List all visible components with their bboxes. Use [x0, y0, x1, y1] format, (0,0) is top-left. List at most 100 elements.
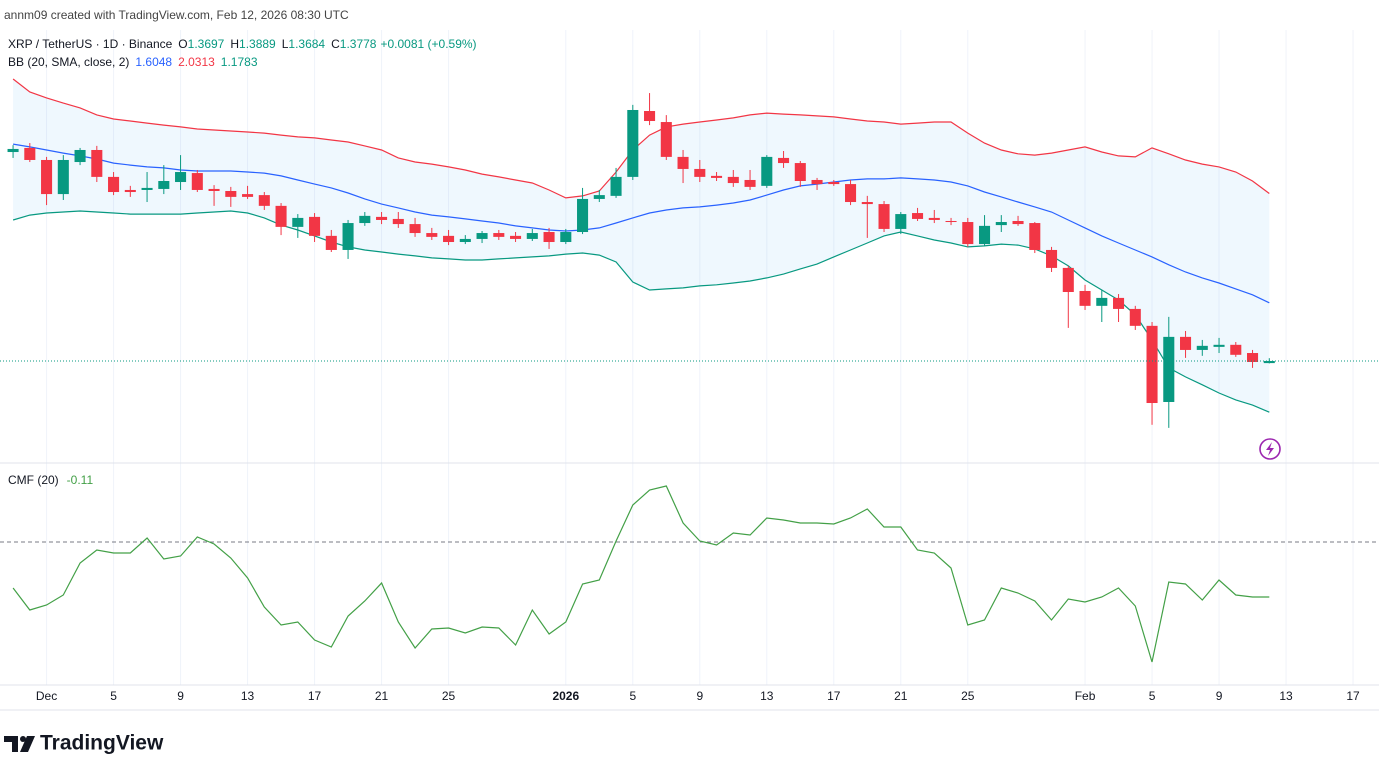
candle-body [24, 147, 36, 160]
legend-change: +0.0081 (+0.59%) [380, 37, 476, 51]
cmf-line [12, 485, 1270, 663]
bb-basis-value: 1.6048 [135, 55, 172, 69]
candle-body [644, 111, 656, 122]
alert-icon[interactable] [1259, 438, 1281, 460]
candle-body [41, 159, 53, 195]
candle-body [1096, 297, 1108, 306]
alert-bolt[interactable] [1266, 442, 1274, 456]
x-tick-label: Feb [1075, 689, 1096, 703]
candle-body [794, 163, 806, 181]
candle-body [74, 149, 86, 163]
band-fill [13, 79, 1270, 413]
candle-body [258, 195, 270, 206]
bb-label: BB (20, SMA, close, 2) [8, 55, 129, 69]
plot [0, 78, 1379, 663]
candle-body [208, 188, 220, 191]
candle-body [711, 175, 723, 178]
bb-line [12, 210, 1270, 413]
candle-body [510, 235, 522, 239]
symbol: XRP / TetherUS · 1D · Binance [8, 37, 173, 51]
alert-ring[interactable] [1259, 438, 1281, 460]
candle-body [493, 233, 505, 237]
candle-body [610, 176, 622, 196]
legend-letter: H [230, 37, 239, 51]
cmf-legend: CMF (20) -0.11 [8, 473, 93, 487]
x-tick-label: 17 [1346, 689, 1360, 703]
candle-body [443, 235, 455, 243]
candle-body [1213, 344, 1225, 347]
candle-body [459, 238, 471, 243]
candle-body [309, 216, 321, 236]
candle-body [292, 217, 304, 227]
logo-text: TradingView [40, 732, 164, 755]
legend-letter: O [178, 37, 187, 51]
candle-body [995, 222, 1007, 226]
x-tick-label: 9 [1216, 689, 1223, 703]
candle-body [761, 156, 773, 186]
candle-body [593, 195, 605, 199]
x-tick-label: 9 [177, 689, 184, 703]
candle-body [359, 215, 371, 224]
candle-body [342, 223, 354, 250]
x-tick-label: 17 [827, 689, 841, 703]
bb-line [13, 143, 1270, 304]
candle-body [979, 225, 991, 245]
x-tick-label: 21 [894, 689, 908, 703]
header: annm09 created with TradingView.com, Feb… [4, 8, 349, 22]
candle-body [1012, 220, 1024, 225]
candle-body [577, 198, 589, 233]
candle-body [376, 216, 388, 220]
candle-body [778, 157, 790, 164]
candle-body [861, 202, 873, 205]
candle-body [1163, 336, 1175, 402]
candle-body [124, 189, 136, 193]
x-tick-label: 5 [110, 689, 117, 703]
x-tick-label: 25 [442, 689, 456, 703]
candle-body [878, 204, 890, 229]
logo-dot [20, 736, 26, 742]
legend-letter: L [282, 37, 289, 51]
candle-body [409, 224, 421, 234]
x-tick-label: 13 [1279, 689, 1293, 703]
candle-body [1046, 249, 1058, 268]
logo-mark [20, 736, 35, 752]
candle-body [392, 218, 404, 225]
bb-legend: BB (20, SMA, close, 2) 1.6048 2.0313 1.1783 [8, 55, 258, 69]
candle-body [91, 149, 103, 177]
footer-logo: TradingView [4, 732, 164, 755]
candle-body [325, 235, 337, 250]
legend-high: 1.3889 [239, 37, 276, 51]
x-tick-label: 5 [629, 689, 636, 703]
legend-low: 1.3684 [288, 37, 325, 51]
x-tick-label: 17 [308, 689, 322, 703]
candle-body [426, 233, 438, 237]
legend-close: 1.3778 [340, 37, 377, 51]
candle-body [275, 205, 287, 227]
x-tick-label: 13 [760, 689, 774, 703]
candle-body [1247, 353, 1259, 362]
candle-body [141, 187, 153, 190]
x-tick-label: 2026 [552, 689, 579, 703]
candle-body [476, 233, 488, 239]
candle-body [1113, 297, 1125, 309]
x-tick-label: 9 [696, 689, 703, 703]
candle-body [744, 179, 756, 187]
price-legend: XRP / TetherUS · 1D · Binance O1.3697 H1.3… [8, 37, 477, 51]
candle-body [1196, 345, 1208, 350]
candle-body [660, 122, 672, 157]
candle-body [560, 232, 572, 243]
candle-body [928, 217, 940, 220]
candle-body [945, 220, 957, 223]
bb-lower-value: 1.1783 [221, 55, 258, 69]
candle-body [1079, 290, 1091, 306]
candle-body [627, 109, 639, 177]
candle-body [677, 156, 689, 169]
candle-body [895, 214, 907, 229]
candle-body [543, 232, 555, 243]
candle-body [1230, 344, 1242, 355]
candle-body [158, 180, 170, 189]
candle-body [845, 184, 857, 203]
legend-open: 1.3697 [188, 37, 225, 51]
legend-letter: C [331, 37, 340, 51]
bb-upper-value: 2.0313 [178, 55, 215, 69]
